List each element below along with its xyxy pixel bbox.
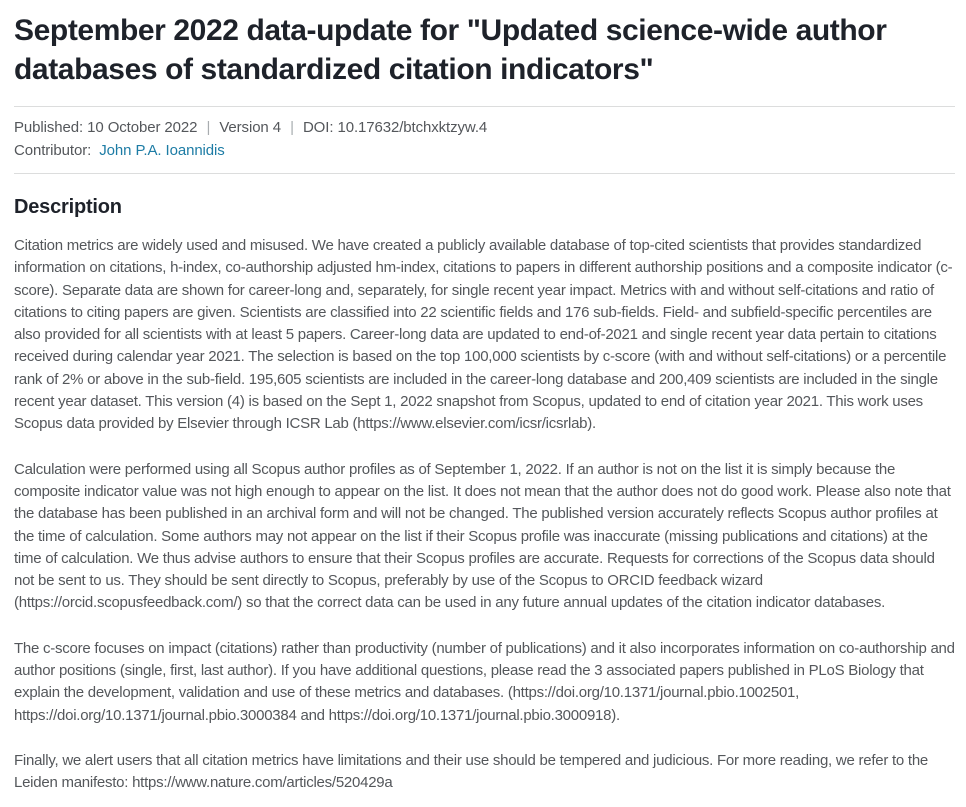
doi-label: DOI: — [302, 119, 334, 136]
published-line: Published: 10 October 2022 | Version 4 |… — [14, 116, 955, 139]
doi-value: 10.17632/btchxktzyw.4 — [337, 119, 488, 136]
description-paragraph-4: Finally, we alert users that all citatio… — [14, 751, 929, 792]
divider-top — [14, 106, 955, 107]
contributor-line: Contributor: John P.A. Ioannidis — [14, 139, 955, 162]
contributor-link[interactable]: John P.A. Ioannidis — [99, 142, 225, 159]
published-date: 10 October 2022 — [87, 119, 198, 136]
divider-meta-bottom — [14, 173, 955, 174]
version-text: Version 4 — [219, 119, 281, 136]
page-title: September 2022 data-update for "Updated … — [14, 14, 887, 86]
description-paragraph-3: The c-score focuses on impact (citations… — [14, 639, 955, 724]
contributor-label: Contributor: — [14, 142, 92, 159]
description-paragraph-2: Calculation were performed using all Sco… — [14, 460, 951, 612]
description-paragraph-1: Citation metrics are widely used and mis… — [14, 237, 953, 433]
separator-pipe: | — [290, 119, 294, 136]
meta-section: Published: 10 October 2022 | Version 4 |… — [14, 107, 955, 173]
published-label: Published: — [14, 119, 84, 136]
separator-pipe: | — [206, 119, 211, 136]
description-heading: Description — [14, 196, 122, 218]
